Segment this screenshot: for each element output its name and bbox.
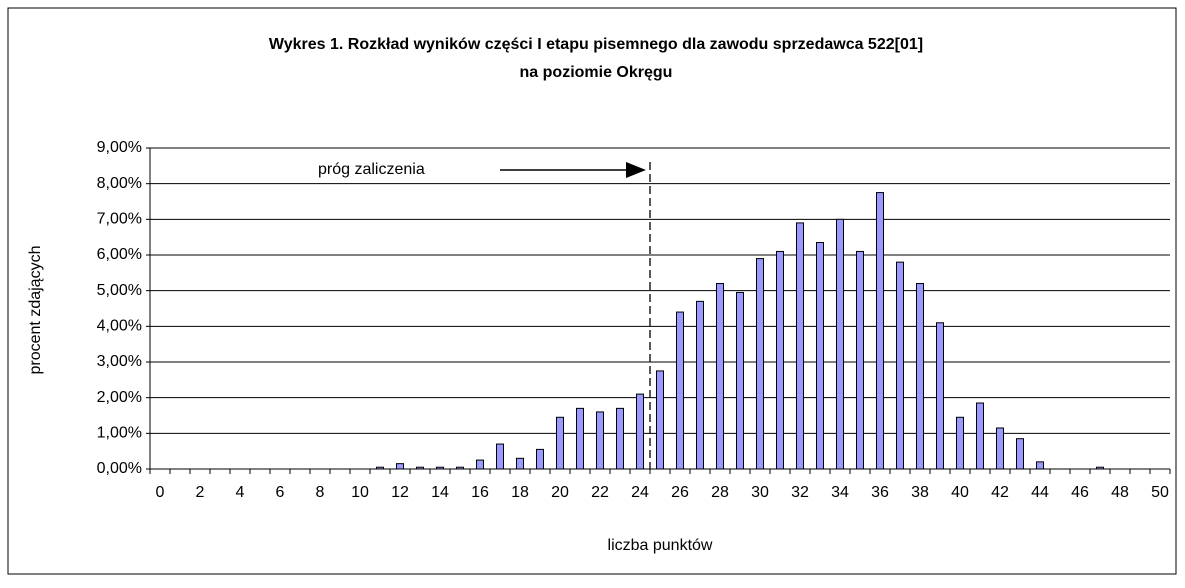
- bar: [676, 311, 684, 470]
- y-tick-label: 9,00%: [97, 139, 142, 156]
- x-tick-label: 12: [391, 484, 409, 501]
- x-tick-label: 6: [276, 484, 285, 501]
- x-tick-label: 26: [671, 484, 689, 501]
- x-tick-label: 20: [551, 484, 569, 501]
- bar: [876, 192, 884, 470]
- bar: [396, 463, 404, 470]
- bar: [936, 322, 944, 470]
- bar: [756, 258, 764, 470]
- bar: [476, 459, 484, 470]
- annotation: próg zaliczenia: [318, 161, 425, 178]
- y-axis-label: procent zdających: [27, 246, 44, 375]
- bar: [576, 407, 584, 470]
- bar: [1016, 438, 1024, 470]
- x-tick-label: 8: [316, 484, 325, 501]
- bar: [1036, 461, 1044, 470]
- x-tick-label: 48: [1111, 484, 1129, 501]
- x-tick-label: 38: [911, 484, 929, 501]
- x-tick-label: 2: [196, 484, 205, 501]
- bar: [616, 407, 624, 470]
- x-tick-label: 36: [871, 484, 889, 501]
- y-tick-label: 3,00%: [97, 353, 142, 370]
- bar: [996, 427, 1004, 470]
- bar: [656, 370, 664, 470]
- x-tick-label: 18: [511, 484, 529, 501]
- bar: [836, 218, 844, 470]
- bar: [636, 393, 644, 470]
- bar: [816, 242, 824, 470]
- x-tick-label: 22: [591, 484, 609, 501]
- x-tick-label: 46: [1071, 484, 1089, 501]
- x-tick-label: 14: [431, 484, 449, 501]
- y-tick-label: 0,00%: [97, 460, 142, 477]
- bar: [556, 416, 564, 470]
- bar: [896, 261, 904, 470]
- chart-title: na poziomie Okręgu: [520, 64, 673, 81]
- x-tick-label: 28: [711, 484, 729, 501]
- bar: [596, 411, 604, 470]
- x-tick-label: 16: [471, 484, 489, 501]
- y-tick-label: 6,00%: [97, 246, 142, 263]
- x-axis-label: liczba punktów: [608, 537, 713, 554]
- arrow-head: [626, 162, 646, 178]
- y-tick-label: 1,00%: [97, 425, 142, 442]
- x-tick-label: 24: [631, 484, 649, 501]
- y-tick-label: 4,00%: [97, 318, 142, 335]
- y-tick-label: 5,00%: [97, 282, 142, 299]
- bar: [916, 283, 924, 470]
- x-tick-label: 40: [951, 484, 969, 501]
- y-tick-label: 2,00%: [97, 389, 142, 406]
- x-tick-label: 34: [831, 484, 849, 501]
- x-tick-label: 32: [791, 484, 809, 501]
- x-tick-label: 42: [991, 484, 1009, 501]
- bar: [696, 300, 704, 470]
- bar: [496, 443, 504, 470]
- x-tick-label: 30: [751, 484, 769, 501]
- bar: [536, 448, 544, 470]
- y-tick-label: 8,00%: [97, 175, 142, 192]
- y-tick-label: 7,00%: [97, 211, 142, 228]
- x-tick-label: 0: [156, 484, 165, 501]
- bar: [516, 457, 524, 470]
- bar: [856, 250, 864, 470]
- x-tick-label: 10: [351, 484, 369, 501]
- bar: [776, 250, 784, 470]
- x-tick-label: 4: [236, 484, 245, 501]
- bar: [796, 222, 804, 470]
- bar: [736, 291, 744, 470]
- x-tick-label: 44: [1031, 484, 1049, 501]
- bar: [956, 416, 964, 470]
- bar: [976, 402, 984, 470]
- chart-title: Wykres 1. Rozkład wyników części I etapu…: [269, 36, 923, 53]
- x-tick-label: 50: [1151, 484, 1169, 501]
- bar: [716, 283, 724, 470]
